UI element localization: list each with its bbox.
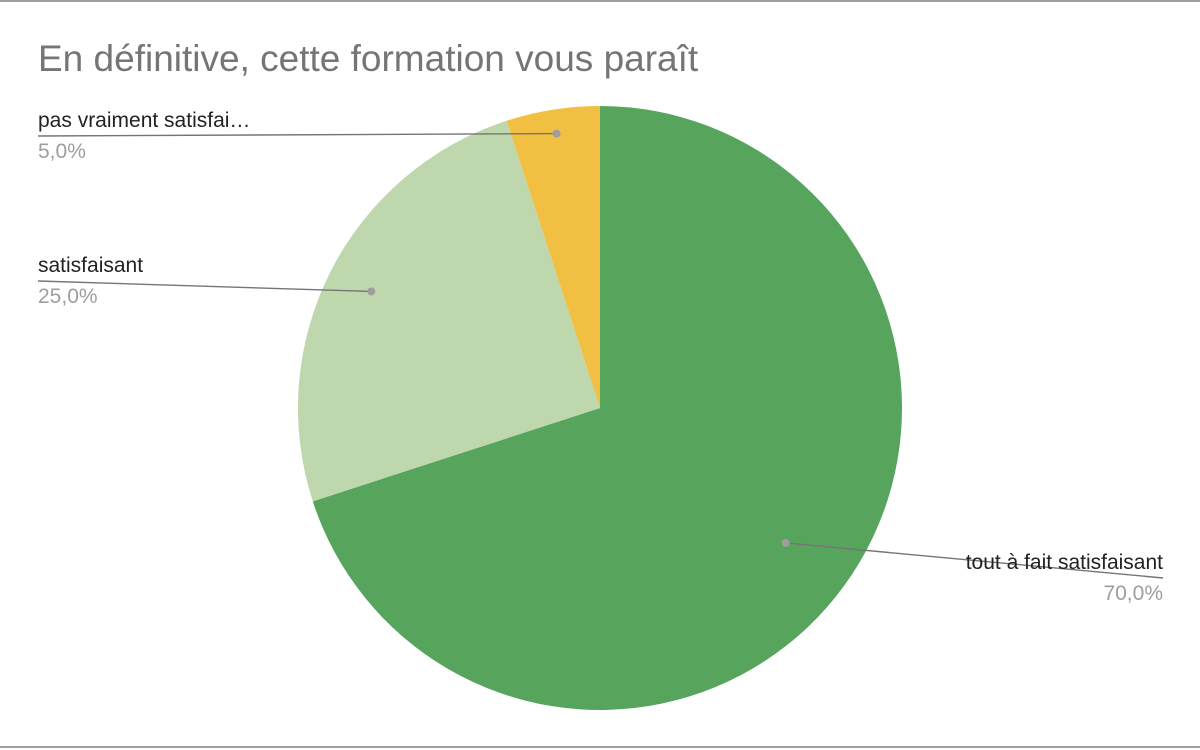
slice-percent-tout-a-fait-satisfaisant: 70,0% bbox=[1103, 582, 1163, 605]
leader-dot-pas-vraiment-satisfai bbox=[552, 129, 561, 138]
slice-label-tout-a-fait-satisfaisant: tout à fait satisfaisant bbox=[966, 551, 1163, 574]
leader-dot-satisfaisant bbox=[367, 287, 376, 296]
slice-percent-satisfaisant: 25,0% bbox=[38, 285, 98, 308]
slice-label-pas-vraiment-satisfai: pas vraiment satisfai… bbox=[38, 109, 250, 132]
slice-percent-pas-vraiment-satisfai: 5,0% bbox=[38, 140, 86, 163]
chart-title: En définitive, cette formation vous para… bbox=[38, 38, 699, 79]
pie-slices bbox=[298, 106, 902, 710]
leader-lines bbox=[37, 129, 1164, 579]
pie-slice-pas-vraiment-satisfai bbox=[506, 106, 600, 408]
pie-slice-tout-a-fait-satisfaisant bbox=[312, 106, 902, 710]
leader-line-tout-a-fait-satisfaisant bbox=[785, 542, 1164, 579]
leader-line-pas-vraiment-satisfai bbox=[37, 132, 557, 137]
slice-label-satisfaisant: satisfaisant bbox=[38, 254, 143, 277]
leader-dot-tout-a-fait-satisfaisant bbox=[781, 538, 790, 547]
pie-slice-satisfaisant bbox=[298, 120, 600, 502]
slice-labels: tout à fait satisfaisant 70,0% satisfaisan… bbox=[38, 109, 1163, 605]
leader-line-satisfaisant bbox=[37, 280, 372, 293]
